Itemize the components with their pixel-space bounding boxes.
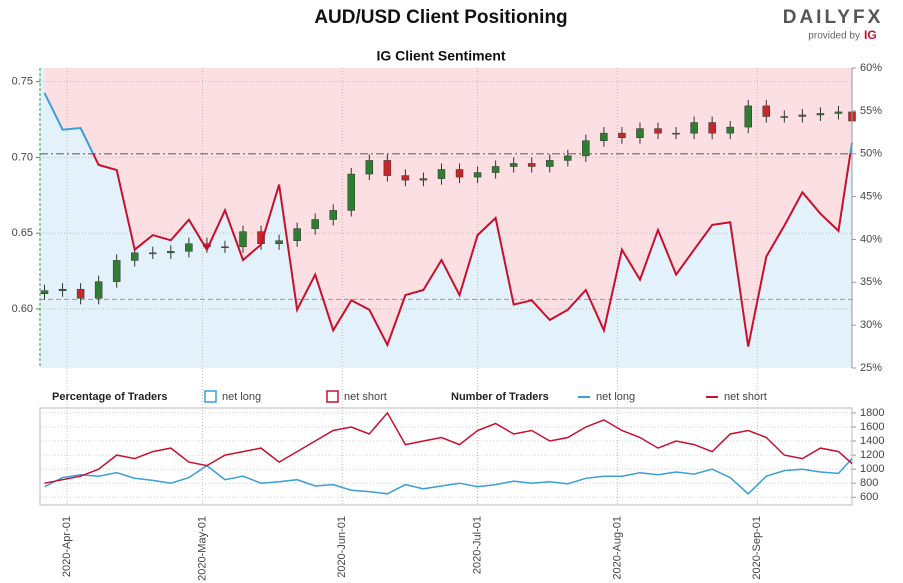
candle-body <box>564 155 572 161</box>
x-tick-label: 2020-May-01 <box>196 516 208 581</box>
legend-label: net short <box>724 391 767 403</box>
candle-body <box>473 172 482 178</box>
y-tick-label: 600 <box>860 491 878 503</box>
candle-body <box>112 260 121 282</box>
y-tick-label: 1800 <box>860 407 884 419</box>
legend-title: Number of Traders <box>451 391 549 403</box>
candle-body <box>636 128 644 138</box>
candle-body <box>239 231 247 248</box>
candle-body <box>798 114 807 117</box>
brand-ig: IG <box>864 28 877 42</box>
candle-body <box>58 288 67 291</box>
sentiment-line <box>43 92 853 348</box>
y-tick-label: 0.75 <box>12 76 33 88</box>
legend-swatch <box>204 390 217 403</box>
x-tick-label: 2020-Sep-01 <box>751 516 763 580</box>
candle-body <box>708 122 716 134</box>
legend-label: net long <box>596 391 635 403</box>
candle-body <box>816 113 825 116</box>
candle-body <box>275 240 283 245</box>
legend-label: net long <box>222 391 261 403</box>
candle-body <box>94 281 103 299</box>
candle-body <box>383 160 392 176</box>
y-tick-label: 1000 <box>860 463 884 475</box>
candle-body <box>167 251 175 254</box>
candle-body <box>40 290 49 295</box>
y-tick-label: 1200 <box>860 449 884 461</box>
y2-tick-label: 30% <box>860 319 882 331</box>
y2-tick-label: 50% <box>860 148 882 160</box>
y2-tick-label: 55% <box>860 105 882 117</box>
candle-body <box>419 178 428 181</box>
candle-body <box>76 288 85 299</box>
candle-body <box>780 116 789 118</box>
y2-tick-label: 60% <box>860 62 882 74</box>
candle-body <box>437 169 446 179</box>
trader-line <box>44 411 853 484</box>
candle-body <box>491 166 500 173</box>
x-tick-label: 2020-Apr-01 <box>61 516 73 577</box>
candle-body <box>509 163 518 167</box>
candle-body <box>401 175 410 181</box>
candle-body <box>546 160 554 167</box>
provided-by: provided by <box>808 31 860 42</box>
y-tick-label: 0.70 <box>12 151 33 163</box>
candle-body <box>600 132 608 141</box>
candle-body <box>365 160 374 175</box>
candle-body <box>455 169 464 178</box>
candle-body <box>130 252 139 261</box>
y-tick-label: 800 <box>860 477 878 489</box>
candle-body <box>329 210 337 220</box>
chart-subtitle: IG Client Sentiment <box>376 48 505 64</box>
y2-tick-label: 40% <box>860 233 882 245</box>
net-short-area <box>44 68 852 347</box>
candle-body <box>149 252 157 255</box>
panel-frame <box>39 407 853 506</box>
legend-title: Percentage of Traders <box>52 391 168 403</box>
y2-tick-label: 35% <box>860 276 882 288</box>
y-tick-label: 1600 <box>860 421 884 433</box>
y-tick-label: 0.60 <box>12 303 33 315</box>
x-tick-label: 2020-Aug-01 <box>611 516 623 580</box>
y2-tick-label: 25% <box>860 362 882 374</box>
candle-body <box>347 173 356 211</box>
trader-line <box>44 458 853 495</box>
candle-body <box>618 132 626 138</box>
brand: DAILYFX <box>783 7 884 28</box>
candle-body <box>185 243 193 252</box>
page-title: AUD/USD Client Positioning <box>314 7 567 28</box>
candle-body <box>744 105 752 128</box>
candle-body <box>311 219 319 229</box>
candle-body <box>293 228 301 241</box>
x-tick-label: 2020-Jun-01 <box>336 516 348 578</box>
candle-body <box>834 111 843 114</box>
candle-body <box>221 246 229 249</box>
y2-tick-label: 45% <box>860 190 882 202</box>
candle-body <box>654 128 662 134</box>
candle-body <box>672 132 680 135</box>
y-tick-label: 1400 <box>860 435 884 447</box>
candle-body <box>582 140 590 157</box>
y-tick-label: 0.65 <box>12 227 33 239</box>
candle-body <box>690 122 698 134</box>
candle-body <box>527 163 536 167</box>
x-tick-label: 2020-Jul-01 <box>471 516 483 574</box>
candle-body <box>726 126 734 134</box>
legend-swatch <box>326 390 339 403</box>
candle-body <box>762 105 771 117</box>
legend-label: net short <box>344 391 387 403</box>
